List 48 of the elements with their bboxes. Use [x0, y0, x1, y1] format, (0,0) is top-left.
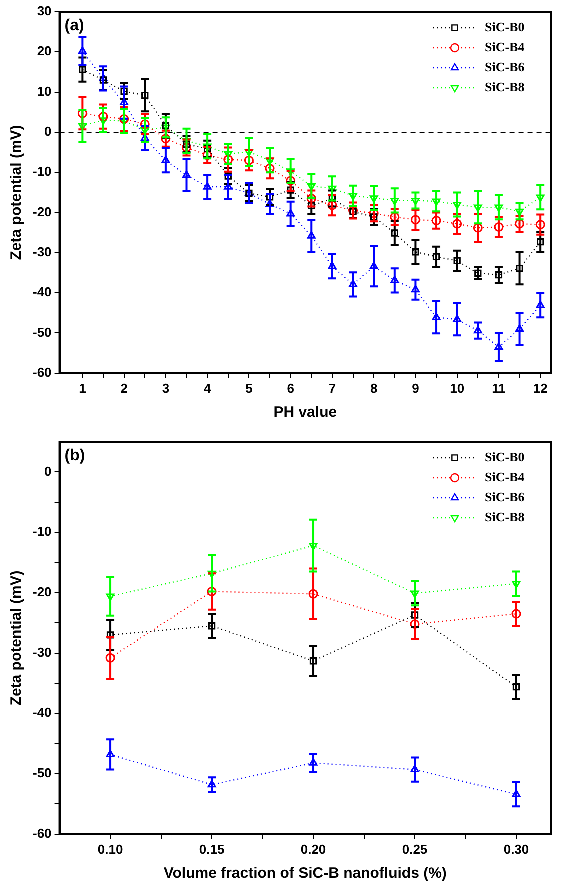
y-tick-label: 0 [44, 464, 52, 479]
y-tick-label: -30 [32, 644, 52, 660]
y-tick-label: -30 [32, 244, 52, 260]
legend-label: SiC-B0 [485, 19, 525, 34]
x-tick-label: 5 [246, 380, 253, 396]
chart-title: (a) [64, 17, 84, 34]
x-tick-label: 4 [204, 380, 212, 396]
x-tick-label: 8 [370, 380, 378, 396]
x-tick-label: 7 [328, 380, 336, 396]
x-axis-title: PH value [274, 404, 338, 422]
y-axis-title: Zeta potential (mV) [8, 125, 26, 260]
x-tick-label: 0.30 [504, 842, 530, 857]
y-tick-label: -20 [32, 204, 52, 220]
legend-label: SiC-B0 [485, 449, 525, 464]
y-axis-title: Zeta potential (mV) [8, 570, 26, 706]
y-tick-label: -10 [32, 164, 52, 180]
x-tick-label: 0.15 [199, 842, 225, 857]
x-tick-label: 0.25 [402, 842, 428, 857]
y-tick-label: 30 [37, 4, 52, 19]
x-tick-label: 2 [120, 380, 128, 396]
legend-label: SiC-B6 [485, 59, 526, 74]
x-tick-label: 10 [450, 380, 465, 396]
legend-label: SiC-B8 [485, 79, 526, 94]
x-tick-label: 3 [162, 380, 170, 396]
x-tick-label: 9 [412, 380, 420, 396]
y-tick-label: 10 [37, 84, 52, 99]
y-tick-label: -50 [32, 766, 52, 781]
x-tick-label: 11 [492, 380, 506, 396]
legend-label: SiC-B4 [485, 39, 526, 54]
y-tick-label: -40 [32, 284, 52, 300]
y-tick-label: -50 [32, 324, 52, 340]
y-tick-label: -10 [32, 524, 52, 540]
legend-label: SiC-B8 [485, 509, 526, 524]
x-tick-label: 0.20 [300, 842, 326, 857]
x-tick-label: 6 [287, 380, 294, 396]
x-tick-label: 12 [533, 380, 548, 396]
y-tick-label: -60 [32, 826, 52, 841]
y-tick-label: -60 [32, 364, 52, 380]
x-tick-label: 0.10 [98, 842, 124, 857]
legend-label: SiC-B6 [485, 489, 526, 504]
y-tick-label: -20 [32, 584, 52, 600]
x-axis-title: Volume fraction of SiC-B nanofluids (%) [164, 865, 447, 882]
legend-label: SiC-B4 [485, 469, 526, 484]
y-tick-label: 20 [37, 44, 52, 59]
y-tick-label: 0 [44, 124, 52, 140]
chart-title: (b) [64, 447, 86, 464]
x-tick-label: 1 [79, 380, 86, 396]
y-tick-label: -40 [32, 705, 52, 720]
